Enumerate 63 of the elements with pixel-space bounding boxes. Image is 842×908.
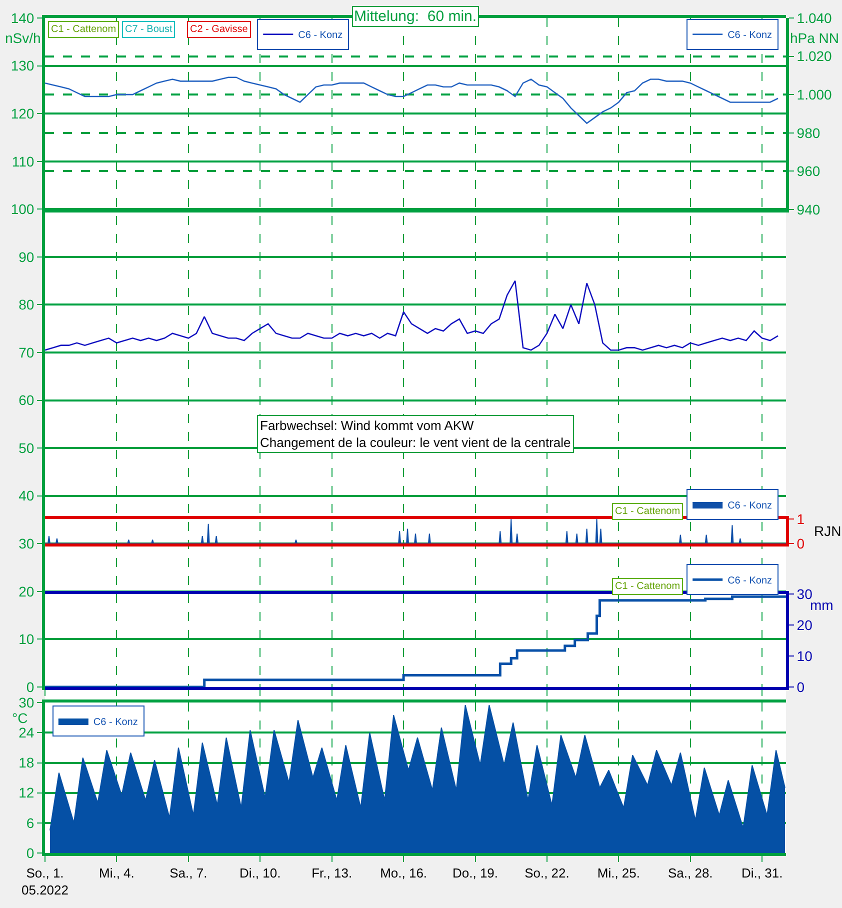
y-tick-label: 90 <box>18 248 34 265</box>
y-tick-label: 120 <box>10 105 34 122</box>
y-tick-label: 24 <box>18 724 34 741</box>
y-tick-label: 60 <box>18 392 34 408</box>
y-tick-label: 980 <box>796 124 820 141</box>
y-tick-label: 940 <box>796 201 820 218</box>
y-tick-label: 40 <box>18 488 34 504</box>
legend-label: C6 - Konz <box>728 30 772 42</box>
y-tick-label: 1.040 <box>796 10 832 26</box>
y-tick-label: 110 <box>12 153 34 170</box>
y-tick-label: 70 <box>18 344 34 360</box>
x-tick-label: Di., 10. <box>240 866 281 881</box>
y-tick-label: 0 <box>26 844 34 861</box>
y-axis-title: mm <box>810 597 834 613</box>
line-series <box>45 76 779 124</box>
y-tick-label: 0 <box>26 678 34 695</box>
y-tick-label: 1 <box>796 510 805 527</box>
annotation: C2 - Gavisse <box>190 24 248 35</box>
x-tick-label: Sa., 7. <box>170 866 208 881</box>
x-tick-label: So., 22. <box>524 866 570 881</box>
y-tick-label: 6 <box>26 814 34 831</box>
y-tick-label: 1.000 <box>796 86 832 102</box>
y-tick-label: 20 <box>796 617 813 634</box>
y-tick-label: 100 <box>10 201 34 218</box>
y-tick-label: 50 <box>18 440 34 456</box>
legend-label: C6 - Konz <box>728 500 772 512</box>
annotation: C1 - Cattenom <box>615 581 680 592</box>
annotation: C1 - Cattenom <box>51 24 116 35</box>
y-tick-label: 30 <box>18 694 34 710</box>
y-tick-label: 140 <box>10 10 34 26</box>
y-tick-label: 10 <box>18 631 34 648</box>
annotation: C1 - Cattenom <box>615 506 680 517</box>
y-tick-label: 80 <box>18 296 34 313</box>
y-tick-label: 20 <box>18 583 34 600</box>
y-tick-label: 0 <box>796 678 805 695</box>
x-tick-label: Do., 19. <box>452 866 498 881</box>
chart-title: Mittelung: 60 min. <box>354 8 477 25</box>
y-axis-title: hPa NN <box>790 30 840 46</box>
x-tick-label: Mi., 4. <box>99 866 134 881</box>
annotation: C7 - Boust <box>125 24 172 35</box>
y-tick-label: 960 <box>796 163 820 180</box>
x-tick-label: Mo., 16. <box>380 866 428 881</box>
x-tick-label: Di., 31. <box>742 866 783 881</box>
y-axis-title: °C <box>12 710 28 726</box>
x-tick-label: Mi., 25. <box>597 866 640 881</box>
y-tick-label: 10 <box>796 648 813 664</box>
y-tick-label: 30 <box>18 536 34 552</box>
x-tick-label: Sa., 28. <box>668 866 713 881</box>
x-tick-label: So., 1. 05.2022 <box>22 866 68 898</box>
x-tick-label: Fr., 13. <box>312 866 352 881</box>
line-series <box>45 280 779 351</box>
legend-label: C6 - Konz <box>728 576 772 587</box>
annotation: Farbwechsel: Wind kommt vom AKW Changement de la couleur: le vent vient de la centrale <box>260 418 571 450</box>
y-tick-label: 0 <box>796 535 805 552</box>
y-tick-label: 18 <box>18 754 34 771</box>
y-axis-title: RJN <box>814 523 842 539</box>
y-tick-label: 30 <box>796 586 813 602</box>
y-tick-label: 1.020 <box>796 48 832 64</box>
y-axis-title: nSv/h <box>5 30 41 46</box>
legend-label: C6 - Konz <box>298 30 343 42</box>
y-tick-label: 130 <box>10 58 34 74</box>
y-tick-label: 12 <box>18 784 34 801</box>
legend-label: C6 - Konz <box>93 716 138 728</box>
